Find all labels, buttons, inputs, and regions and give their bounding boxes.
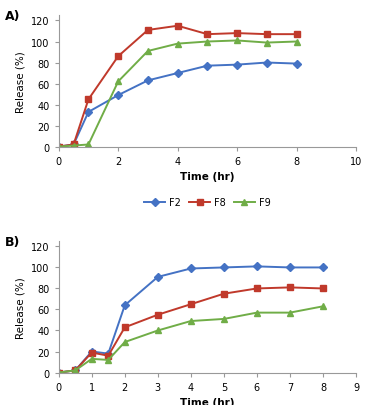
F10 bbox=[90, 350, 94, 355]
F9 bbox=[265, 41, 269, 46]
F2 bbox=[146, 79, 150, 83]
F2 bbox=[175, 71, 180, 76]
Line: F9: F9 bbox=[56, 38, 299, 150]
F9 bbox=[288, 265, 292, 270]
F11 bbox=[288, 310, 292, 315]
Y-axis label: Release (%): Release (%) bbox=[16, 51, 26, 113]
F9 bbox=[73, 368, 77, 373]
Line: F9: F9 bbox=[56, 264, 326, 375]
F9 bbox=[222, 265, 226, 270]
X-axis label: Time (hr): Time (hr) bbox=[180, 172, 235, 182]
F9 bbox=[71, 144, 76, 149]
F8 bbox=[235, 32, 239, 36]
F8 bbox=[265, 33, 269, 38]
X-axis label: Time (hr): Time (hr) bbox=[180, 397, 235, 405]
F11 bbox=[156, 328, 160, 333]
F2 bbox=[265, 61, 269, 66]
F10 bbox=[106, 354, 110, 358]
F11 bbox=[57, 370, 61, 375]
F8 bbox=[71, 143, 76, 147]
F9 bbox=[106, 351, 110, 356]
F2 bbox=[57, 145, 61, 150]
F9 bbox=[321, 265, 325, 270]
F10 bbox=[123, 325, 127, 330]
F9 bbox=[86, 143, 91, 147]
Line: F10: F10 bbox=[56, 285, 326, 375]
F9 bbox=[116, 80, 120, 85]
F8 bbox=[146, 28, 150, 33]
Line: F8: F8 bbox=[56, 24, 299, 150]
F2 bbox=[71, 143, 76, 147]
F10 bbox=[156, 313, 160, 318]
F11 bbox=[106, 358, 110, 362]
F9 bbox=[146, 49, 150, 54]
Text: A): A) bbox=[5, 10, 21, 23]
F9 bbox=[57, 145, 61, 150]
Text: B): B) bbox=[5, 235, 21, 248]
F10 bbox=[222, 292, 226, 296]
F2 bbox=[294, 62, 299, 67]
Line: F11: F11 bbox=[56, 304, 326, 375]
F9 bbox=[294, 40, 299, 45]
F9 bbox=[57, 370, 61, 375]
F9 bbox=[123, 303, 127, 308]
F11 bbox=[222, 317, 226, 322]
F9 bbox=[189, 266, 193, 271]
F10 bbox=[255, 286, 259, 291]
F9 bbox=[205, 40, 210, 45]
F2 bbox=[116, 94, 120, 98]
F11 bbox=[321, 304, 325, 309]
F11 bbox=[189, 319, 193, 324]
F10 bbox=[321, 286, 325, 291]
F2 bbox=[205, 64, 210, 69]
F8 bbox=[86, 98, 91, 102]
F8 bbox=[294, 33, 299, 38]
F10 bbox=[288, 285, 292, 290]
F10 bbox=[189, 302, 193, 307]
F9 bbox=[235, 39, 239, 44]
F10 bbox=[57, 370, 61, 375]
F11 bbox=[123, 340, 127, 345]
F8 bbox=[205, 33, 210, 38]
F9 bbox=[156, 275, 160, 279]
F2 bbox=[235, 63, 239, 68]
F9 bbox=[175, 42, 180, 47]
F2 bbox=[86, 110, 91, 115]
F11 bbox=[73, 368, 77, 373]
Legend: F2, F8, F9: F2, F8, F9 bbox=[140, 194, 275, 212]
F9 bbox=[90, 349, 94, 354]
Line: F2: F2 bbox=[56, 61, 299, 150]
Y-axis label: Release (%): Release (%) bbox=[16, 276, 26, 338]
F10 bbox=[73, 368, 77, 373]
F11 bbox=[255, 310, 259, 315]
F8 bbox=[175, 24, 180, 29]
F8 bbox=[57, 145, 61, 150]
F11 bbox=[90, 356, 94, 361]
F9 bbox=[255, 264, 259, 269]
F8 bbox=[116, 55, 120, 60]
